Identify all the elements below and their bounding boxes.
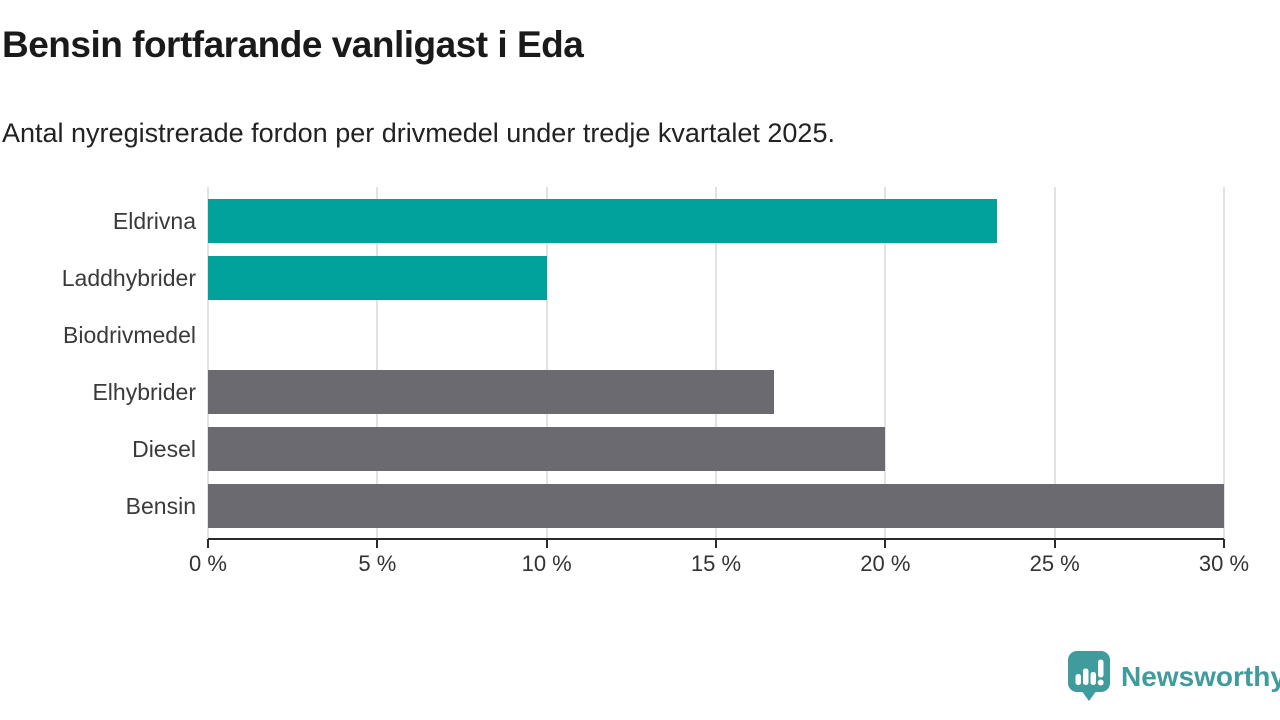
newsworthy-logo-icon	[1068, 651, 1110, 701]
category-labels: Eldrivna Laddhybrider Biodrivmedel Elhybrid…	[0, 187, 196, 538]
axis-tick-label-20pct: 20 %	[860, 551, 911, 576]
newsworthy-logo-text: Newsworthy	[1121, 660, 1280, 692]
axis-tick-label-25pct: 25 %	[1029, 551, 1080, 576]
category-label-biodrivmedel: Biodrivmedel	[63, 322, 196, 348]
chart-title: Bensin fortfarande vanligast i Eda	[2, 24, 584, 65]
gridline-5pct	[376, 187, 379, 538]
axis-tick-label-30pct: 30 %	[1198, 551, 1250, 576]
category-label-laddhybrider: Laddhybrider	[61, 265, 196, 291]
gridline-30pct	[1223, 187, 1225, 538]
category-label-elhybrider: Elhybrider	[92, 379, 196, 405]
axis-tick-0pct	[207, 539, 209, 548]
axis-tick-label-5pct: 5 %	[358, 551, 397, 576]
axis-tick-label-10pct: 10 %	[521, 551, 572, 576]
category-label-eldrivna: Eldrivna	[112, 208, 196, 234]
bar-elhybrider	[208, 370, 774, 414]
axis-tick-label-15pct: 15 %	[690, 551, 742, 576]
bar-eldrivna	[208, 199, 998, 243]
gridline-25pct	[1053, 187, 1056, 538]
category-label-bensin: Bensin	[125, 493, 196, 519]
gridline-0pct	[207, 187, 209, 538]
gridline-20pct	[884, 187, 887, 538]
plot-area	[207, 187, 1225, 540]
gridline-15pct	[715, 187, 717, 538]
axis-tick-label-0pct: 0 %	[189, 551, 227, 576]
bar-diesel	[208, 427, 886, 471]
category-label-diesel: Diesel	[132, 436, 196, 462]
x-axis: 0 % 5 % 10 % 15 % 20 % 25 % 30 %	[189, 539, 1249, 589]
axis-tick-5pct	[376, 539, 379, 548]
bar-bensin	[208, 484, 1224, 528]
chart-subtitle: Antal nyregistrerade fordon per drivmede…	[2, 118, 835, 148]
bar-laddhybrider	[208, 256, 547, 300]
gridline-10pct	[545, 187, 548, 538]
axis-tick-15pct	[715, 539, 717, 548]
axis-tick-10pct	[545, 539, 548, 548]
newsworthy-logo: Newsworthy	[1066, 650, 1280, 703]
axis-tick-30pct	[1223, 539, 1225, 548]
axis-tick-20pct	[884, 539, 887, 548]
axis-tick-25pct	[1053, 539, 1056, 548]
